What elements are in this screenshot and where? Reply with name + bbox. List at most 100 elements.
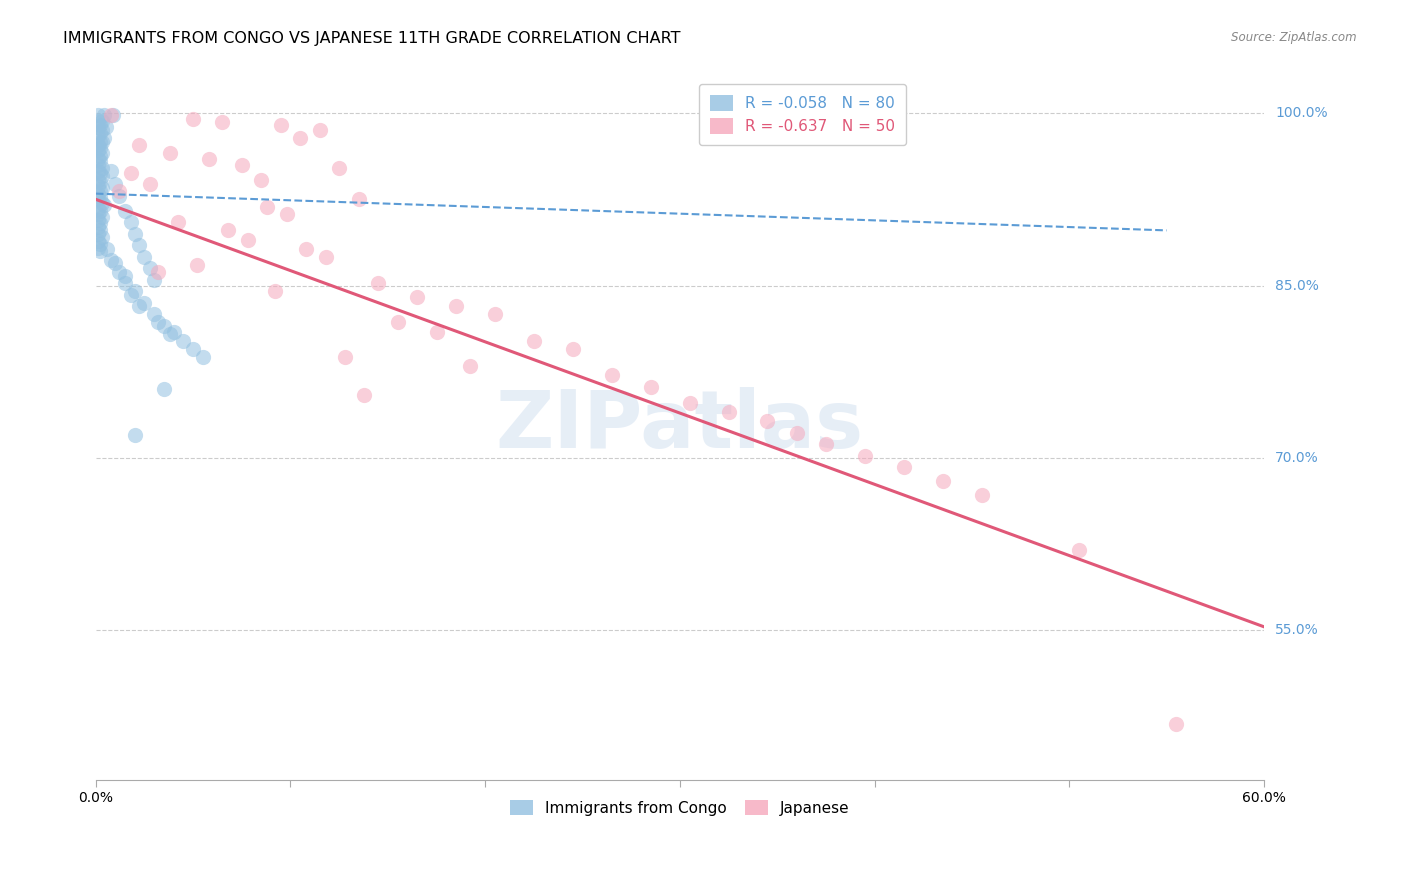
Point (166, 215, 188, 229)
Point (425, 325, 447, 339)
Point (276, 207, 298, 221)
Point (236, 233, 259, 247)
Point (678, 396, 700, 410)
Point (717, 405, 740, 419)
Point (143, 307, 166, 321)
Point (256, 201, 278, 215)
Point (328, 161, 350, 176)
Point (932, 474, 955, 488)
Point (124, 285, 146, 299)
Point (87, 120, 110, 134)
Point (114, 277, 136, 291)
Point (347, 193, 370, 207)
Point (561, 342, 583, 356)
Point (89, 223, 111, 237)
Point (87, 108, 110, 122)
Point (134, 250, 156, 264)
Point (197, 152, 219, 166)
Point (484, 307, 506, 321)
Point (270, 118, 292, 132)
Point (523, 334, 546, 348)
Point (139, 261, 162, 276)
Point (114, 203, 136, 218)
Point (186, 258, 208, 272)
Point (89, 135, 111, 149)
Point (353, 387, 375, 401)
Point (100, 253, 122, 268)
Point (290, 131, 312, 145)
Point (163, 325, 186, 339)
Point (1067, 542, 1090, 557)
Point (970, 488, 993, 502)
Point (814, 437, 837, 451)
Point (231, 158, 253, 172)
Point (153, 318, 176, 333)
Point (87, 178, 110, 193)
Point (90, 195, 112, 210)
Point (89, 190, 111, 204)
Point (87, 219, 110, 234)
Point (100, 108, 122, 122)
Point (172, 334, 194, 348)
Point (87, 227, 110, 241)
Point (93, 108, 115, 122)
Point (87, 213, 110, 227)
Point (128, 238, 150, 252)
Point (93, 198, 115, 212)
Point (100, 163, 122, 178)
Point (89, 126, 111, 140)
Point (893, 460, 915, 475)
Point (264, 285, 287, 299)
Point (124, 428, 146, 442)
Point (308, 123, 330, 137)
Legend: Immigrants from Congo, Japanese: Immigrants from Congo, Japanese (501, 790, 859, 825)
Point (367, 277, 389, 291)
Point (181, 342, 204, 356)
Text: ZIPatlas: ZIPatlas (496, 387, 865, 466)
Point (458, 359, 481, 373)
Point (387, 315, 409, 329)
Point (87, 143, 110, 157)
Text: 100.0%: 100.0% (1275, 106, 1327, 120)
Point (89, 175, 111, 189)
Point (87, 138, 110, 153)
Point (89, 141, 111, 155)
Point (90, 114, 112, 128)
Point (87, 129, 110, 144)
Text: IMMIGRANTS FROM CONGO VS JAPANESE 11TH GRADE CORRELATION CHART: IMMIGRANTS FROM CONGO VS JAPANESE 11TH G… (63, 31, 681, 46)
Text: 85.0%: 85.0% (1275, 278, 1319, 293)
Point (181, 112, 204, 126)
Point (90, 123, 112, 137)
Point (124, 227, 146, 241)
Point (96, 242, 118, 256)
Point (89, 184, 111, 198)
Point (217, 223, 239, 237)
Point (87, 193, 110, 207)
Point (159, 146, 181, 161)
Point (87, 152, 110, 166)
Point (120, 166, 142, 180)
Point (114, 269, 136, 284)
Point (600, 368, 623, 383)
Point (406, 290, 429, 304)
Point (444, 299, 467, 313)
Point (87, 158, 110, 172)
Point (295, 242, 318, 256)
Point (143, 273, 166, 287)
Point (89, 217, 111, 231)
Point (250, 173, 273, 187)
Point (159, 326, 181, 341)
Point (90, 146, 112, 161)
Point (853, 449, 876, 463)
Point (90, 169, 112, 184)
Point (90, 135, 112, 149)
Point (89, 166, 111, 180)
Point (786, 425, 808, 440)
Point (128, 299, 150, 313)
Point (89, 237, 111, 252)
Point (87, 207, 110, 221)
Point (120, 287, 142, 301)
Point (134, 295, 156, 310)
Point (94, 120, 117, 134)
Point (90, 210, 112, 224)
